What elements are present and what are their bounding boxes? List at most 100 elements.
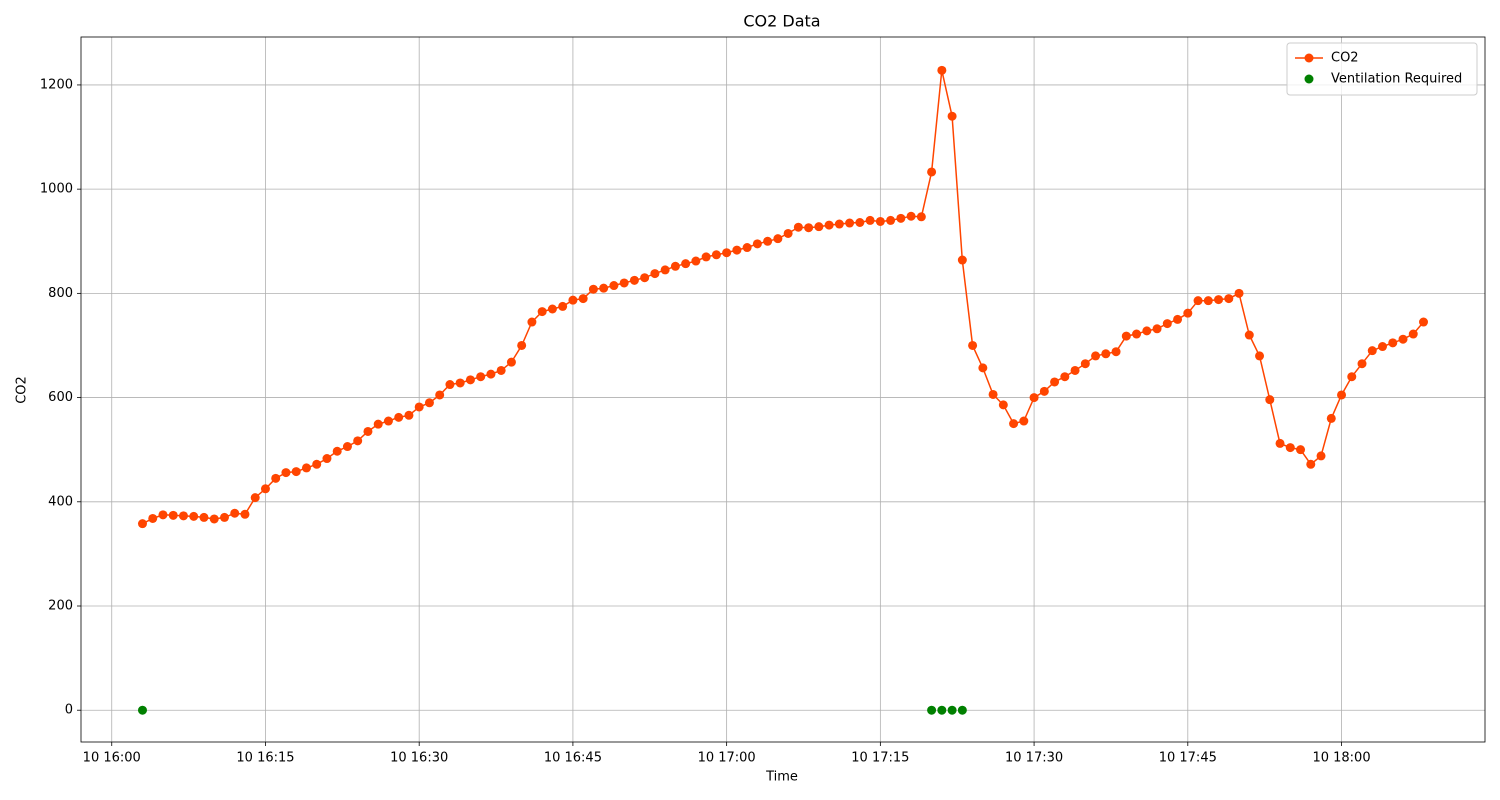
point [855, 217, 865, 227]
point [1162, 319, 1172, 329]
point [322, 454, 332, 464]
legend-box [1286, 42, 1478, 96]
scatter-point [137, 705, 147, 715]
point [588, 284, 598, 294]
x-tick-label: 10 17:45 [1159, 751, 1217, 766]
point [906, 211, 916, 221]
point [1183, 308, 1193, 318]
point [271, 473, 281, 483]
point [752, 239, 762, 249]
point [1419, 317, 1429, 327]
point [1234, 288, 1244, 298]
point [1265, 395, 1275, 405]
point [1326, 413, 1336, 423]
point [1152, 324, 1162, 334]
point [732, 245, 742, 255]
y-tick-label: 600 [48, 390, 73, 405]
x-tick-label: 10 16:00 [83, 751, 141, 766]
point [1142, 326, 1152, 336]
point [968, 340, 978, 350]
point [1173, 314, 1183, 324]
point [547, 304, 557, 314]
point [1388, 338, 1398, 348]
x-tick-label: 10 17:00 [698, 751, 756, 766]
point [158, 510, 168, 520]
point [404, 410, 414, 420]
point [168, 510, 178, 520]
x-axis-label: Time [765, 770, 798, 785]
point [824, 220, 834, 230]
x-tick-label: 10 17:30 [1005, 751, 1063, 766]
point [1009, 419, 1019, 429]
scatter-point [927, 705, 937, 715]
point [353, 436, 363, 446]
point [896, 213, 906, 223]
point [148, 513, 158, 523]
point [701, 252, 711, 262]
point [260, 484, 270, 494]
point [1101, 349, 1111, 359]
point [1070, 365, 1080, 375]
legend-marker [1304, 74, 1314, 84]
point [199, 512, 209, 522]
point [517, 340, 527, 350]
point [568, 295, 578, 305]
point [834, 219, 844, 229]
point [230, 508, 240, 518]
point [1408, 329, 1418, 339]
point [537, 307, 547, 317]
point [927, 167, 937, 177]
point [1255, 351, 1265, 361]
y-axis-label: CO2 [15, 376, 30, 404]
point [1296, 445, 1306, 455]
y-tick-label: 1200 [40, 77, 73, 92]
point [660, 265, 670, 275]
point [865, 215, 875, 225]
point [137, 519, 147, 529]
point [486, 369, 496, 379]
x-tick-label: 10 18:00 [1312, 751, 1370, 766]
x-tick-label: 10 17:15 [851, 751, 909, 766]
point [711, 250, 721, 260]
point [1398, 334, 1408, 344]
point [506, 357, 516, 367]
point [609, 281, 619, 291]
chart-title: CO2 Data [743, 12, 820, 31]
point [957, 255, 967, 265]
point [1039, 386, 1049, 396]
point [189, 511, 199, 521]
point [937, 65, 947, 75]
point [1019, 416, 1029, 426]
point [1357, 359, 1367, 369]
point [947, 111, 957, 121]
point [301, 463, 311, 473]
point [998, 400, 1008, 410]
point [383, 416, 393, 426]
y-tick-label: 800 [48, 286, 73, 301]
point [435, 390, 445, 400]
point [804, 223, 814, 233]
point [1244, 330, 1254, 340]
point [178, 511, 188, 521]
x-tick-label: 10 16:45 [544, 751, 602, 766]
x-tick-label: 10 16:30 [390, 751, 448, 766]
legend-marker [1304, 53, 1314, 63]
point [1091, 351, 1101, 361]
y-tick-label: 1000 [40, 182, 73, 197]
point [1193, 296, 1203, 306]
point [219, 512, 229, 522]
point [742, 243, 752, 253]
point [763, 236, 773, 246]
point [1337, 390, 1347, 400]
point [281, 468, 291, 478]
point [845, 218, 855, 228]
point [1378, 342, 1388, 352]
point [394, 412, 404, 422]
legend-label: CO2 [1331, 51, 1359, 66]
point [312, 459, 322, 469]
point [1367, 346, 1377, 356]
x-tick-label: 10 16:15 [236, 751, 294, 766]
point [681, 259, 691, 269]
scatter-point [947, 705, 957, 715]
point [875, 216, 885, 226]
